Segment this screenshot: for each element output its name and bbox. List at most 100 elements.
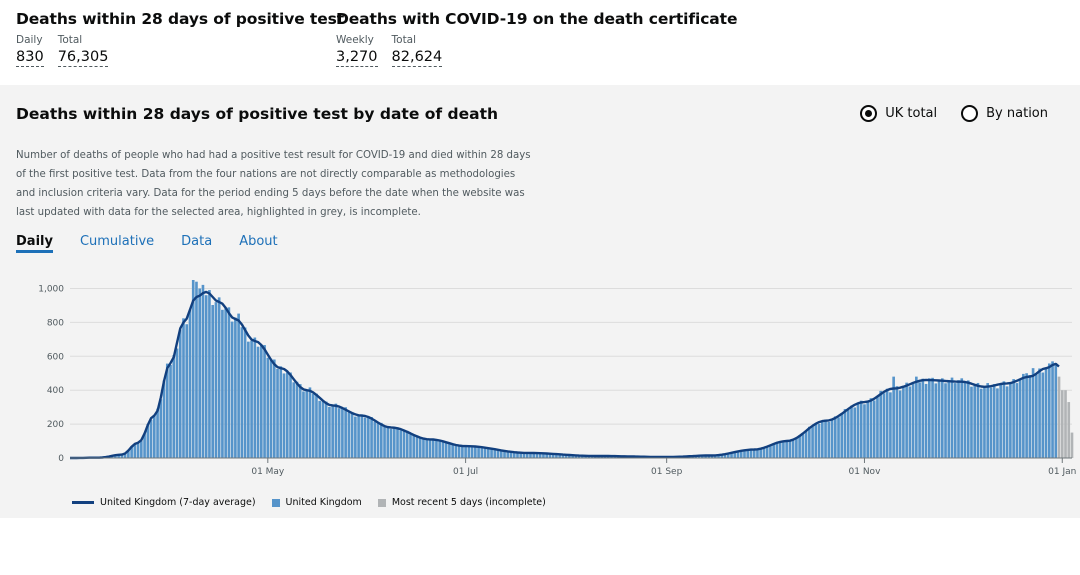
chart-description: Number of deaths of people who had had a…	[16, 146, 536, 222]
daily-bar	[1038, 368, 1041, 458]
incomplete-bar	[1071, 433, 1074, 458]
metric-value[interactable]: 82,624	[392, 49, 443, 67]
tab-cumulative[interactable]: Cumulative	[80, 234, 154, 253]
daily-bar	[215, 302, 218, 458]
daily-bar	[292, 382, 295, 458]
daily-bar	[406, 431, 409, 458]
daily-bar	[260, 345, 263, 458]
headline-panel: Deaths within 28 days of positive test D…	[0, 0, 1080, 85]
legend-label: United Kingdom (7-day average)	[100, 497, 256, 508]
daily-bar	[977, 383, 980, 458]
daily-bar	[468, 446, 471, 458]
daily-bar	[263, 345, 266, 458]
daily-bar	[257, 347, 260, 458]
daily-bar	[1029, 375, 1032, 458]
daily-bar	[464, 446, 467, 458]
metric-value[interactable]: 3,270	[336, 49, 378, 67]
daily-bar	[782, 442, 785, 458]
daily-bar	[179, 330, 182, 458]
legend-item-incomplete: Most recent 5 days (incomplete)	[378, 497, 546, 508]
tab-about[interactable]: About	[239, 234, 277, 253]
daily-bar	[951, 378, 954, 458]
legend-label: United Kingdom	[286, 497, 362, 508]
daily-bar	[283, 373, 286, 458]
headline-title: Deaths with COVID-19 on the death certif…	[336, 10, 737, 28]
daily-bar	[957, 380, 960, 458]
daily-bar	[821, 421, 824, 458]
daily-bar	[250, 341, 253, 458]
daily-bar	[432, 439, 435, 458]
y-tick-label: 1,000	[38, 284, 64, 294]
daily-bar	[416, 435, 419, 458]
legend-incomplete-icon	[378, 499, 386, 507]
tab-daily[interactable]: Daily	[16, 234, 53, 253]
daily-bar	[254, 338, 257, 458]
daily-bar	[341, 407, 344, 458]
daily-bar	[390, 429, 393, 458]
daily-bar	[1025, 373, 1028, 458]
daily-bar	[208, 290, 211, 458]
daily-bar	[928, 378, 931, 458]
daily-bar	[422, 438, 425, 458]
metric-label: Total	[58, 34, 109, 46]
radio-by-nation[interactable]: By nation	[961, 105, 1048, 122]
daily-bar	[750, 450, 753, 458]
daily-bar	[412, 435, 415, 458]
metric-value[interactable]: 830	[16, 49, 44, 67]
daily-bar	[425, 440, 428, 458]
daily-bar	[289, 372, 292, 458]
daily-bar	[902, 387, 905, 458]
daily-bar	[224, 308, 227, 458]
daily-bar	[879, 391, 882, 458]
daily-bar	[357, 416, 360, 458]
daily-bar	[442, 441, 445, 458]
daily-bar	[195, 282, 198, 458]
daily-bar	[1051, 361, 1054, 458]
daily-bar	[990, 388, 993, 458]
daily-bar	[445, 443, 448, 458]
metric-value[interactable]: 76,305	[58, 49, 109, 67]
daily-bar	[153, 416, 156, 458]
daily-bar	[435, 441, 438, 458]
daily-bar	[380, 423, 383, 458]
legend-item-average: United Kingdom (7-day average)	[72, 497, 256, 508]
chart-legend: United Kingdom (7-day average) United Ki…	[72, 497, 546, 508]
daily-bar	[1006, 386, 1009, 458]
daily-bar	[1022, 374, 1025, 458]
x-tick-label: 01 Jan	[1048, 467, 1076, 477]
daily-bar	[302, 391, 305, 458]
daily-bar	[922, 379, 925, 458]
daily-bar	[870, 398, 873, 458]
daily-bar	[815, 423, 818, 458]
radio-selected-icon	[860, 105, 877, 122]
radio-uk-total[interactable]: UK total	[860, 105, 937, 122]
daily-bar	[873, 400, 876, 458]
daily-bar	[947, 380, 950, 458]
daily-bar	[474, 447, 477, 458]
daily-bar	[140, 441, 143, 458]
x-tick-label: 01 Nov	[849, 467, 882, 477]
daily-bar	[798, 435, 801, 458]
daily-bar	[795, 438, 798, 458]
daily-bar	[905, 383, 908, 458]
daily-bar	[276, 369, 279, 458]
daily-bar	[996, 388, 999, 458]
daily-bar	[273, 359, 276, 458]
daily-bar	[999, 385, 1002, 458]
daily-bar	[759, 449, 762, 458]
daily-bar	[1003, 381, 1006, 458]
daily-bar	[941, 378, 944, 458]
daily-bar	[448, 443, 451, 458]
tab-data[interactable]: Data	[181, 234, 212, 253]
legend-line-icon	[72, 501, 94, 504]
daily-bar	[802, 434, 805, 458]
daily-bar	[241, 327, 244, 458]
daily-bar	[458, 445, 461, 458]
daily-bar	[438, 441, 441, 458]
daily-bar	[221, 310, 224, 458]
daily-bar	[909, 386, 912, 458]
daily-bar	[137, 442, 140, 458]
daily-bar	[1045, 368, 1048, 458]
